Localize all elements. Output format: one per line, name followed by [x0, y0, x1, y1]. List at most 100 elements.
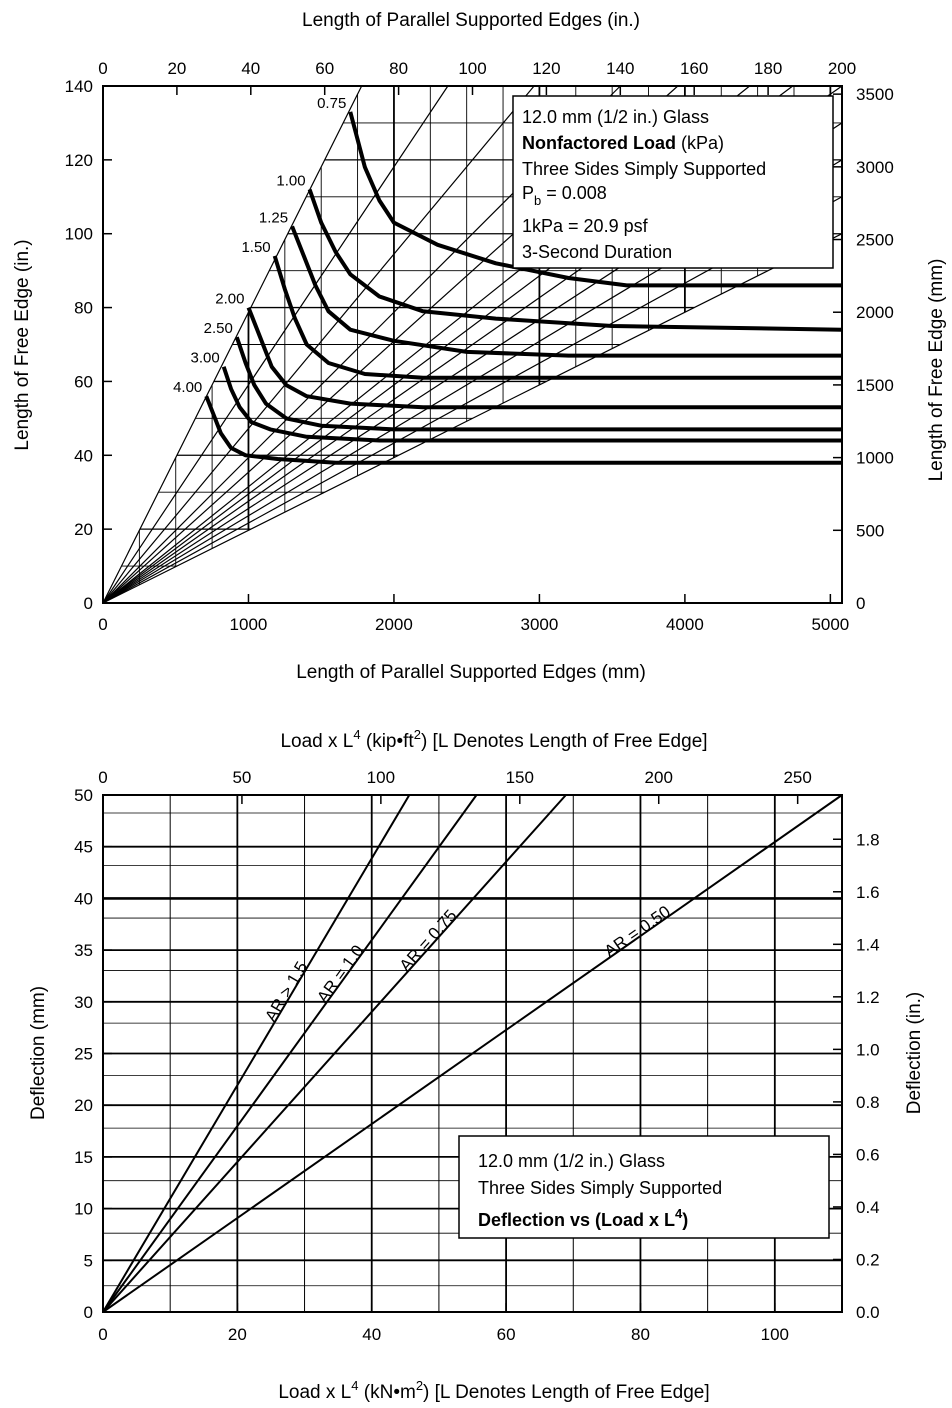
line-label: AR > 1.5 [261, 958, 311, 1025]
curve-label: 0.75 [317, 95, 346, 112]
y-tick-label: 20 [74, 1096, 93, 1115]
y-tick-label: 0 [84, 594, 93, 613]
line-label-group: AR > 1.5 [261, 958, 311, 1025]
deflection-line [102, 794, 567, 1313]
y-tick-label: 80 [74, 299, 93, 318]
load-curve [272, 255, 842, 380]
line-label-group: AR = 1.0 [313, 942, 367, 1007]
aspect-ray [102, 233, 843, 604]
load-curves: 0.75 1.00 1.25 1.50 2.00 2.50 3.00 4.00 [173, 95, 843, 465]
x-axis-title: Load x L4 (kN•m2) [L Denotes Length of F… [278, 1378, 709, 1403]
line-label: AR = 0.50 [601, 902, 674, 961]
line-label-group: AR = 0.75 [396, 906, 461, 975]
legend-close: ) [682, 1210, 688, 1230]
right-axis-title: Deflection (in.) [904, 992, 925, 1115]
legend-line: 12.0 mm (1/2 in.) Glass [478, 1151, 665, 1171]
y-tick-label: 60 [74, 372, 93, 391]
x-axis-title: Length of Parallel Supported Edges (mm) [296, 662, 646, 683]
y-tick-label: 10 [74, 1200, 93, 1219]
y-right-tick-label: 1.6 [856, 883, 880, 902]
line-label-group: AR = 0.50 [601, 902, 674, 961]
y-axis-title: Length of Free Edge (in.) [12, 239, 33, 450]
x-tick-label: 0 [98, 1325, 107, 1344]
t-dot: • [397, 731, 404, 752]
load-curve [204, 395, 842, 465]
x-tick-label: 0 [98, 615, 107, 634]
x-top-tick-label: 0 [98, 59, 107, 78]
x-tick-label: 60 [497, 1325, 516, 1344]
legend-sup: 4 [675, 1206, 683, 1221]
y-right-tick-label: 2500 [856, 231, 894, 250]
curve-label: 3.00 [191, 350, 220, 367]
load-curve [290, 225, 842, 358]
legend-box: 12.0 mm (1/2 in.) Glass Nonfactored Load… [512, 95, 834, 269]
chart-deflection: AR > 1.5 AR = 1.0 AR = 0.75 AR = 0.50 0 20 40… [28, 727, 925, 1403]
legend-sub: b [534, 193, 541, 208]
x-top-tick-label: 60 [315, 59, 334, 78]
x-dot: • [393, 1382, 400, 1403]
right-axis-title: Length of Free Edge (mm) [926, 259, 947, 482]
x-tick-label: 100 [761, 1325, 789, 1344]
load-curve [307, 188, 843, 332]
axis-ticks: 0 20 40 60 80 100 0 50 100 150 200 250 0 5 10 15 20 25 30 3… [74, 768, 880, 1344]
t-post: [L Denotes Length of Free Edge] [427, 731, 707, 752]
curve-label: 4.00 [173, 379, 202, 396]
x-top-tick-label: 100 [367, 768, 395, 787]
x-tick-label: 2000 [375, 615, 413, 634]
legend-line: Three Sides Simply Supported [522, 159, 766, 179]
y-right-tick-label: 3500 [856, 85, 894, 104]
curve-label: 2.50 [204, 320, 233, 337]
legend-line: Nonfactored Load (kPa) [522, 133, 724, 153]
y-tick-label: 45 [74, 838, 93, 857]
x-tick-label: 4000 [666, 615, 704, 634]
aspect-ray [102, 85, 363, 604]
legend-bold: Deflection vs (Load x L [478, 1210, 675, 1230]
legend-line: 1kPa = 20.9 psf [522, 216, 649, 236]
x-top-tick-label: 20 [167, 59, 186, 78]
y-tick-label: 100 [65, 225, 93, 244]
legend-line: 12.0 mm (1/2 in.) Glass [522, 107, 709, 127]
x-top-tick-label: 250 [783, 768, 811, 787]
x-tick-label: 20 [228, 1325, 247, 1344]
y-right-tick-label: 1.0 [856, 1040, 880, 1059]
x-top-tick-label: 120 [532, 59, 560, 78]
y-tick-label: 0 [84, 1303, 93, 1322]
x-sup: 4 [351, 1378, 358, 1393]
y-right-tick-label: 2000 [856, 303, 894, 322]
load-curve [234, 336, 842, 432]
y-tick-label: 35 [74, 941, 93, 960]
y-axis-title: Deflection (mm) [28, 986, 49, 1120]
y-right-tick-label: 3000 [856, 158, 894, 177]
x-top-tick-label: 200 [828, 59, 856, 78]
t-pre: Load x L [280, 731, 353, 752]
curve-label: 1.25 [259, 209, 288, 226]
y-right-tick-label: 1500 [856, 376, 894, 395]
deflection-line [102, 794, 478, 1313]
y-right-tick-label: 0 [856, 594, 865, 613]
y-tick-label: 40 [74, 889, 93, 908]
legend-line: Three Sides Simply Supported [478, 1178, 722, 1198]
chart-glass-size: 0.751.001.251.502.002.503.004.00 0 1000 20… [12, 10, 947, 683]
line-label: AR = 0.75 [396, 906, 461, 975]
x-close: ) [423, 1382, 429, 1403]
t-unit: ft [403, 731, 414, 752]
t-sup: 4 [353, 727, 360, 742]
deflection-line [102, 794, 843, 1313]
legend-line: Pb = 0.008 [522, 183, 607, 208]
x-unit: m [400, 1382, 416, 1403]
x-top-tick-label: 150 [506, 768, 534, 787]
y-right-tick-label: 1.4 [856, 935, 880, 954]
t-unit-sup: 2 [414, 727, 421, 742]
legend-box: 12.0 mm (1/2 in.) Glass Three Sides Simp… [458, 1135, 830, 1239]
t-mid: (kip [361, 731, 397, 752]
t-close: ) [421, 731, 427, 752]
x-top-tick-label: 100 [458, 59, 486, 78]
y-right-tick-label: 1.8 [856, 830, 880, 849]
x-top-tick-label: 200 [645, 768, 673, 787]
y-right-tick-label: 0.4 [856, 1198, 880, 1217]
y-right-tick-label: 500 [856, 521, 884, 540]
x-tick-label: 3000 [521, 615, 559, 634]
x-top-tick-label: 50 [232, 768, 251, 787]
x-tick-label: 1000 [230, 615, 268, 634]
y-right-tick-label: 0.6 [856, 1145, 880, 1164]
